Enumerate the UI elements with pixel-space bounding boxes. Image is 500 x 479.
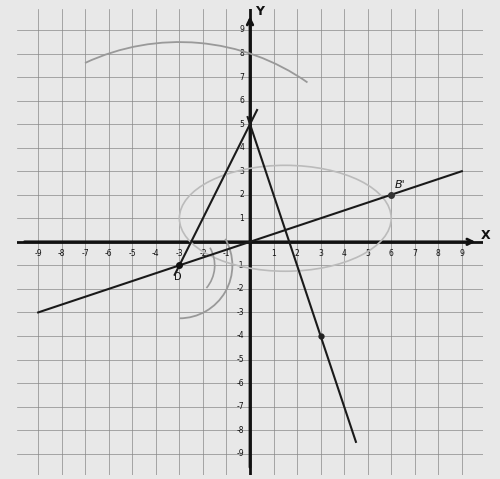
Text: 1: 1 [240, 214, 244, 223]
Text: -6: -6 [105, 249, 112, 258]
Text: Y: Y [254, 5, 264, 18]
Text: -5: -5 [236, 355, 244, 364]
Text: 6: 6 [389, 249, 394, 258]
Text: -8: -8 [236, 426, 244, 434]
Text: -8: -8 [58, 249, 66, 258]
Text: -9: -9 [236, 449, 244, 458]
Text: 9: 9 [239, 25, 244, 34]
Text: X: X [480, 229, 490, 242]
Text: 9: 9 [460, 249, 464, 258]
Text: -4: -4 [152, 249, 160, 258]
Text: 4: 4 [342, 249, 346, 258]
Text: -7: -7 [236, 402, 244, 411]
Text: 5: 5 [365, 249, 370, 258]
Text: 5: 5 [239, 120, 244, 129]
Text: -1: -1 [236, 261, 244, 270]
Text: -2: -2 [199, 249, 206, 258]
Text: 3: 3 [239, 167, 244, 176]
Text: -3: -3 [176, 249, 183, 258]
Text: 8: 8 [240, 49, 244, 58]
Text: -9: -9 [34, 249, 42, 258]
Text: 7: 7 [239, 72, 244, 81]
Text: -4: -4 [236, 331, 244, 341]
Text: 2: 2 [240, 190, 244, 199]
Text: D: D [174, 273, 182, 283]
Text: 3: 3 [318, 249, 323, 258]
Text: -1: -1 [222, 249, 230, 258]
Text: -3: -3 [236, 308, 244, 317]
Text: 2: 2 [294, 249, 300, 258]
Text: -5: -5 [128, 249, 136, 258]
Text: 1: 1 [271, 249, 276, 258]
Text: 8: 8 [436, 249, 440, 258]
Text: -6: -6 [236, 378, 244, 388]
Text: B': B' [395, 180, 406, 190]
Text: 6: 6 [239, 96, 244, 105]
Text: -7: -7 [82, 249, 89, 258]
Text: -2: -2 [236, 285, 244, 294]
Text: 7: 7 [412, 249, 417, 258]
Text: 4: 4 [239, 143, 244, 152]
